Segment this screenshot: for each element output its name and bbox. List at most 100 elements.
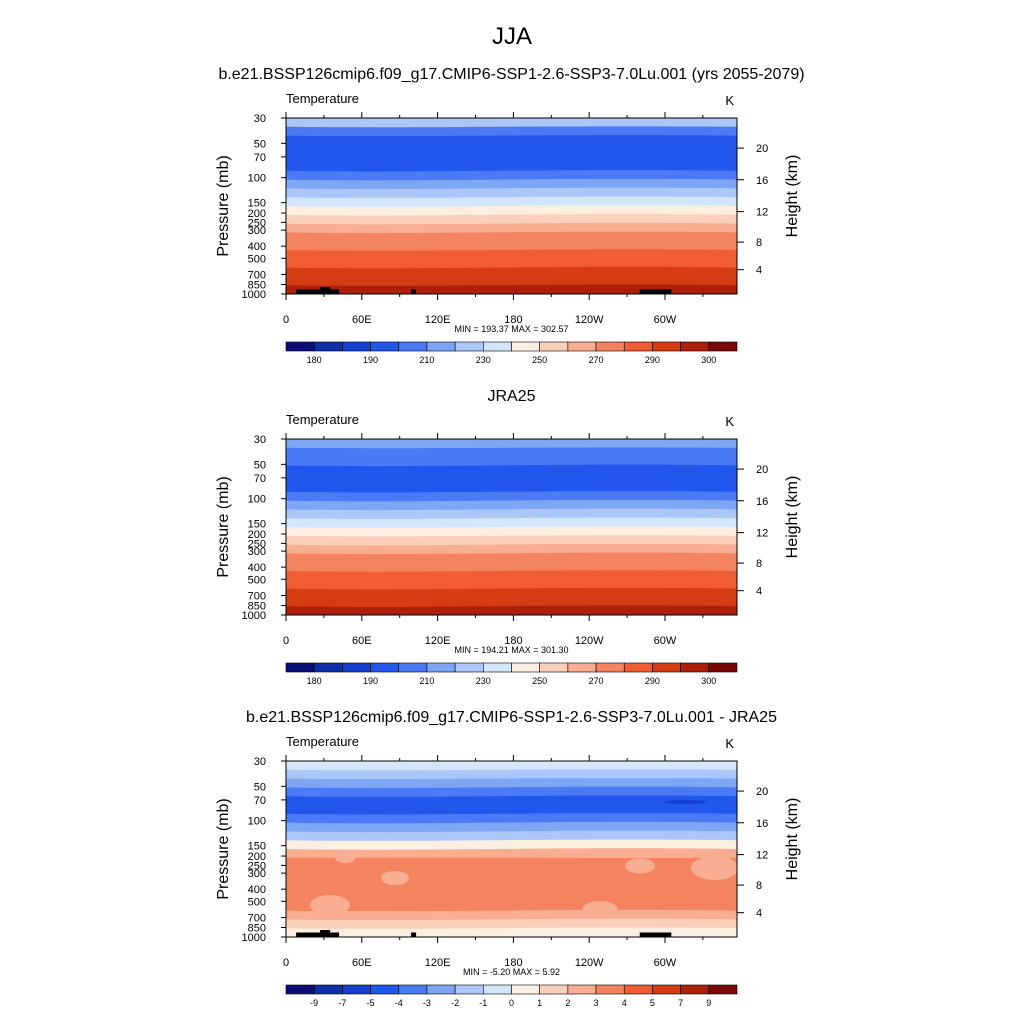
y-axis-label: Pressure (mb)	[215, 798, 232, 899]
colorbar-label: 290	[645, 676, 660, 686]
colorbar-swatch	[567, 984, 597, 995]
units-label: K	[725, 736, 734, 751]
colorbar-swatch	[370, 662, 400, 673]
x-tick-label: 120E	[425, 314, 451, 326]
contour-band	[286, 231, 737, 243]
min-max-stats: MIN = -5.20 MAX = 5.92	[463, 967, 560, 977]
colorbar-swatch	[595, 341, 625, 352]
topography-mask	[411, 289, 417, 294]
colorbar-label: -2	[451, 998, 459, 1008]
contour-band	[286, 830, 737, 842]
colorbar-swatch	[285, 984, 315, 995]
contour-band	[286, 909, 737, 921]
x-tick-label: 60W	[654, 635, 677, 647]
contour-band	[286, 821, 737, 833]
contour-band	[286, 249, 737, 261]
colorbar-label: -5	[367, 998, 375, 1008]
colorbar-swatch	[398, 984, 428, 995]
contour-band	[286, 499, 737, 511]
colorbar-label: 290	[645, 355, 660, 365]
colorbar-swatch	[285, 341, 315, 352]
colorbar-swatch	[511, 341, 540, 352]
y-right-tick-label: 20	[756, 464, 768, 476]
contour-band	[286, 857, 737, 868]
y-tick-label: 70	[254, 473, 266, 485]
contour-band	[286, 526, 737, 538]
contour-band	[286, 240, 737, 252]
topography-mask	[330, 932, 340, 937]
contour-band	[286, 205, 737, 217]
colorbar-swatch	[454, 341, 484, 352]
x-tick-label: 180	[504, 957, 522, 969]
y-tick-label: 1000	[242, 610, 266, 622]
contour-band	[286, 769, 737, 780]
colorbar-swatch	[370, 984, 400, 995]
colorbar-swatch	[398, 341, 428, 352]
topography-mask	[296, 932, 321, 937]
topography-mask	[320, 287, 331, 294]
contour-band	[286, 884, 737, 894]
y-tick-label: 30	[254, 113, 266, 125]
y-axis-label-right: Height (km)	[784, 798, 801, 881]
colorbar-swatch	[511, 984, 540, 995]
colorbar-swatch	[623, 341, 653, 352]
colorbar-swatch	[708, 341, 738, 352]
panel-title: b.e21.BSSP126cmip6.f09_g17.CMIP6-SSP1-2.…	[218, 66, 804, 83]
contour-band	[286, 561, 737, 573]
contour-band	[286, 491, 737, 502]
colorbar-swatch	[652, 341, 681, 352]
contour-patch	[582, 901, 618, 919]
y-tick-label: 1000	[242, 289, 266, 301]
variable-label: Temperature	[286, 91, 359, 106]
y-axis-label-right: Height (km)	[784, 155, 801, 238]
colorbar-swatch	[623, 984, 653, 995]
y-right-tick-label: 12	[756, 207, 768, 219]
contour-band	[286, 482, 737, 494]
contour-band	[286, 587, 737, 599]
contour-band	[286, 473, 737, 485]
y-tick-label: 100	[248, 816, 266, 828]
colorbar-label: 250	[532, 355, 547, 365]
contour-band	[286, 161, 737, 173]
y-right-tick-label: 8	[756, 237, 762, 249]
contour-patch	[335, 853, 355, 863]
y-tick-label: 100	[248, 494, 266, 506]
contour-band	[286, 126, 737, 137]
x-tick-label: 120W	[575, 957, 604, 969]
y-tick-label: 50	[254, 138, 266, 150]
contour-band	[286, 535, 737, 546]
colorbar-swatch	[285, 662, 315, 673]
colorbar: 180 190 210 230 250 270 290 300	[285, 662, 738, 686]
topography-mask	[320, 930, 331, 937]
colorbar-swatch	[539, 341, 569, 352]
y-tick-label: 300	[248, 546, 266, 558]
x-tick-label: 60E	[352, 314, 372, 326]
y-tick-label: 850	[248, 922, 266, 934]
y-tick-label: 400	[248, 562, 266, 574]
contour-band	[286, 605, 737, 615]
y-right-tick-label: 8	[756, 880, 762, 892]
panel-title: JRA25	[487, 388, 535, 405]
plot-frame	[285, 760, 738, 938]
contour-band	[286, 170, 737, 181]
contour-band	[286, 508, 737, 520]
topography-mask	[296, 289, 321, 294]
y-tick-label: 50	[254, 459, 266, 471]
colorbar-label: 300	[701, 355, 716, 365]
y-tick-label: 30	[254, 434, 266, 446]
colorbar-label: 210	[419, 355, 434, 365]
contour-band	[286, 918, 737, 930]
units-label: K	[725, 93, 734, 108]
colorbar-label: -7	[338, 998, 346, 1008]
y-tick-label: 150	[248, 519, 266, 531]
y-tick-label: 200	[248, 851, 266, 863]
colorbar-swatch	[426, 662, 456, 673]
colorbar-swatch	[539, 984, 569, 995]
colorbar-label: 190	[363, 676, 378, 686]
y-right-tick-label: 16	[756, 175, 768, 187]
colorbar-label: 9	[706, 998, 711, 1008]
contour-band	[286, 118, 737, 128]
y-tick-label: 150	[248, 841, 266, 853]
colorbar-label: 1	[537, 998, 542, 1008]
